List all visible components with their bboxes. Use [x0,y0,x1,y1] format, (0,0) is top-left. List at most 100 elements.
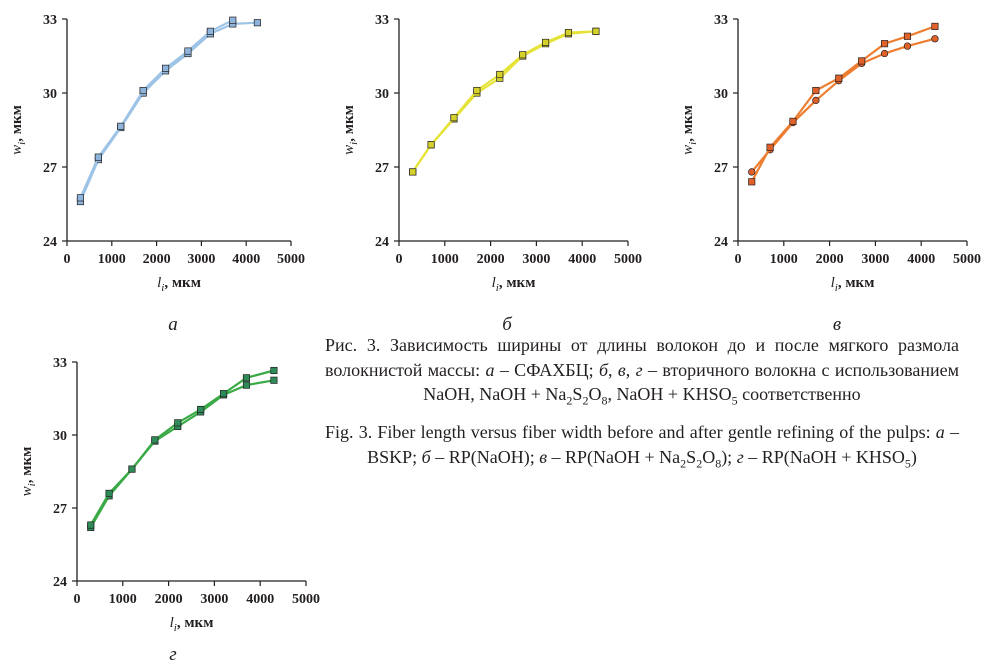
data-point [903,42,912,50]
x-axis-label: li, мкм [831,275,875,294]
data-point [94,153,102,161]
data-point [270,366,278,375]
caption-russian: Рис. 3. Зависимость ширины от длины воло… [325,335,960,408]
y-tick-label: 27 [714,161,728,176]
x-axis-label: li, мкм [492,275,536,294]
data-point [427,141,435,149]
data-point [184,47,192,55]
y-tick-label: 27 [53,502,67,517]
data-point [519,51,527,59]
x-tick-label: 3000 [187,252,215,267]
data-point [242,374,251,382]
data-point [105,489,113,497]
data-point [880,49,889,58]
panel-letter: в [833,314,841,335]
y-tick-label: 27 [375,161,389,176]
data-point [564,29,573,37]
data-point [162,64,170,72]
y-tick-label: 33 [714,13,728,28]
data-point [220,390,228,398]
x-tick-label: 1000 [98,252,126,267]
y-tick-label: 24 [375,235,389,250]
y-axis-label: wi, мкм [19,447,38,497]
y-axis-label: wi, мкм [9,105,28,155]
data-point [151,436,159,444]
x-tick-label: 1000 [109,592,137,607]
x-axis-label: li, мкм [157,275,201,294]
x-tick-label: 1000 [770,252,798,267]
data-point [450,114,458,122]
chart-panel-в: 24 27 30 33 0 1000 2000 3000 4000 5000 li, мкм wi, … [680,13,981,335]
data-point [812,96,820,105]
data-point [473,86,481,95]
series-line-2 [89,369,275,526]
y-tick-label: 33 [375,13,389,28]
data-point [253,19,261,27]
x-tick-label: 3000 [200,592,228,607]
data-point [931,22,939,30]
data-point [174,419,182,427]
data-point [748,178,756,186]
data-point [128,465,136,473]
y-tick-label: 33 [43,13,57,28]
y-axis-label: wi, мкм [341,105,360,155]
data-point [206,27,214,35]
panel-letter: а [168,314,178,335]
data-point [117,122,125,130]
panel-letter: б [502,314,513,335]
data-point [542,38,550,46]
y-tick-label: 27 [43,161,57,176]
x-tick-label: 4000 [907,252,935,267]
data-point [139,86,147,95]
data-point [496,70,504,79]
data-point [270,376,278,384]
y-axis-label: wi, мкм [680,105,699,155]
data-point [766,143,774,151]
data-point [592,27,600,35]
data-point [903,32,912,40]
x-tick-label: 0 [735,252,742,267]
x-tick-label: 2000 [143,252,171,267]
y-tick-label: 30 [375,87,389,102]
y-tick-label: 30 [714,87,728,102]
y-tick-label: 24 [53,575,67,590]
x-tick-label: 0 [74,592,81,607]
x-tick-label: 3000 [861,252,889,267]
data-point [229,16,237,24]
x-tick-label: 5000 [277,252,305,267]
y-tick-label: 24 [714,235,728,250]
series-line-1 [411,30,596,173]
x-axis-label: li, мкм [170,615,214,634]
y-tick-label: 33 [53,356,67,371]
data-point [931,35,939,43]
y-tick-label: 24 [43,235,57,250]
x-tick-label: 2000 [477,252,505,267]
x-tick-label: 5000 [614,252,642,267]
y-tick-label: 30 [53,429,67,444]
data-point [242,381,251,389]
data-point [409,168,417,176]
data-point [87,521,95,529]
x-tick-label: 0 [396,252,403,267]
x-tick-label: 4000 [232,252,260,267]
x-tick-label: 4000 [246,592,274,607]
x-tick-label: 2000 [816,252,844,267]
data-point [858,57,866,65]
chart-panel-а: 24 27 30 33 0 1000 2000 3000 4000 5000 li, мкм wi, … [9,13,305,335]
series-line-2 [411,30,596,173]
figure-caption: Рис. 3. Зависимость ширины от длины воло… [325,333,959,476]
x-tick-label: 4000 [568,252,596,267]
data-point [748,168,756,176]
data-point [789,117,797,125]
data-point [881,40,889,48]
caption-english: Fig. 3. Fiber length versus fiber width … [325,422,959,471]
panel-letter: г [169,644,176,665]
series-line-1 [89,379,275,529]
chart-panel-б: 24 27 30 33 0 1000 2000 3000 4000 5000 li, мкм wi, … [341,13,642,335]
x-tick-label: 5000 [292,592,320,607]
x-tick-label: 0 [64,252,71,267]
data-point [197,405,205,414]
x-tick-label: 1000 [431,252,459,267]
y-tick-label: 30 [43,87,57,102]
